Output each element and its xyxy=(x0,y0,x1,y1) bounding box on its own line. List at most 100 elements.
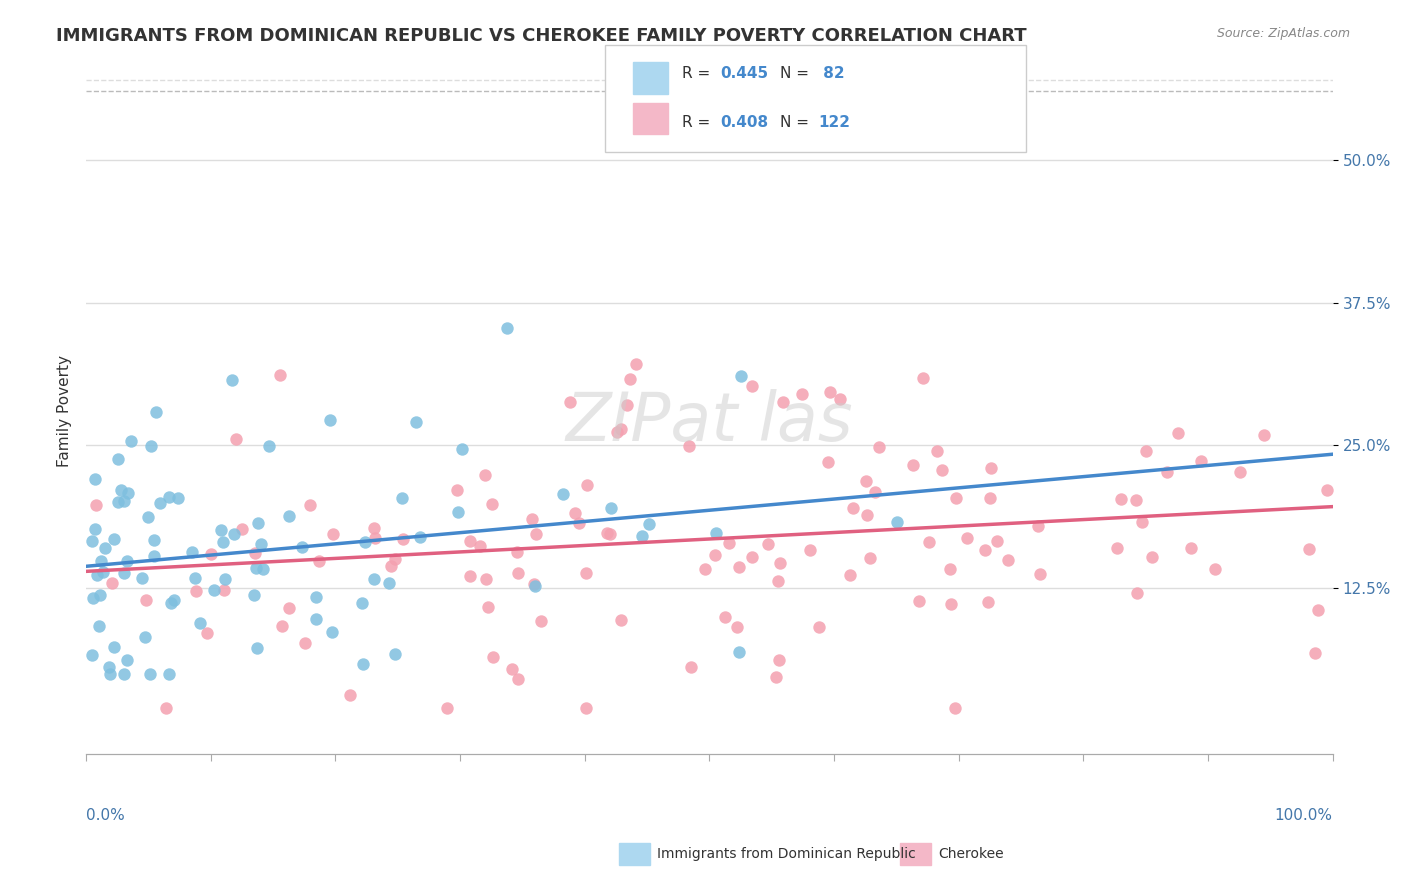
Point xyxy=(638,516,661,531)
Point xyxy=(84,499,107,513)
Point xyxy=(112,494,135,508)
Point xyxy=(508,566,530,580)
Point xyxy=(717,535,740,549)
Point xyxy=(82,648,104,662)
Point xyxy=(818,385,841,400)
Text: 0.0%: 0.0% xyxy=(86,808,125,823)
Point xyxy=(139,666,162,681)
Point xyxy=(392,532,415,546)
Point xyxy=(703,549,725,563)
Point xyxy=(482,649,505,664)
Point xyxy=(305,590,328,604)
Point xyxy=(405,416,427,430)
Point xyxy=(87,618,110,632)
Text: Cherokee: Cherokee xyxy=(938,847,1004,861)
Point xyxy=(115,653,138,667)
Point xyxy=(610,422,633,436)
Point xyxy=(772,395,794,409)
Point xyxy=(188,615,211,630)
Point xyxy=(475,572,498,586)
Point xyxy=(1298,541,1320,556)
Point xyxy=(117,486,139,500)
Text: IMMIGRANTS FROM DOMINICAN REPUBLIC VS CHEROKEE FAMILY POVERTY CORRELATION CHART: IMMIGRANTS FROM DOMINICAN REPUBLIC VS CH… xyxy=(56,27,1026,45)
Point xyxy=(839,568,862,582)
Point xyxy=(1308,603,1330,617)
Point xyxy=(977,595,1000,609)
Point xyxy=(792,386,814,401)
Point xyxy=(322,527,344,541)
Text: 0.408: 0.408 xyxy=(720,115,768,129)
Point xyxy=(868,440,890,454)
Point xyxy=(107,452,129,467)
Point xyxy=(142,549,165,564)
Point xyxy=(1253,428,1275,442)
Point xyxy=(1316,483,1339,498)
Point xyxy=(575,566,598,580)
Point xyxy=(139,439,162,453)
Point xyxy=(856,508,879,522)
Point xyxy=(202,583,225,598)
Point xyxy=(180,545,202,559)
Point xyxy=(103,640,125,654)
Point xyxy=(530,614,553,628)
Point xyxy=(184,583,207,598)
Point xyxy=(481,497,503,511)
Point xyxy=(741,550,763,565)
Point xyxy=(269,368,291,382)
Point xyxy=(363,573,385,587)
Point xyxy=(143,533,166,547)
Y-axis label: Family Poverty: Family Poverty xyxy=(58,355,72,467)
Point xyxy=(308,554,330,568)
Point xyxy=(378,575,401,590)
Point xyxy=(460,533,482,548)
Point xyxy=(1167,425,1189,440)
Point xyxy=(231,522,253,536)
Point xyxy=(294,636,316,650)
Point xyxy=(252,562,274,576)
Point xyxy=(243,588,266,602)
Text: N =: N = xyxy=(780,66,814,80)
Point xyxy=(117,554,139,568)
Point xyxy=(90,554,112,568)
Point xyxy=(1204,562,1226,576)
Point xyxy=(155,701,177,715)
Point xyxy=(103,533,125,547)
Point xyxy=(1180,541,1202,556)
Point xyxy=(631,529,654,543)
Point xyxy=(246,640,269,655)
Point xyxy=(943,701,966,715)
Point xyxy=(945,491,967,505)
Point xyxy=(1109,491,1132,506)
Point xyxy=(730,368,752,383)
Point xyxy=(380,559,402,574)
Point xyxy=(82,591,104,605)
Point xyxy=(391,491,413,506)
Point xyxy=(551,487,574,501)
Point xyxy=(214,573,236,587)
Point xyxy=(524,527,547,541)
Point xyxy=(222,527,245,541)
Point xyxy=(766,574,789,588)
Point xyxy=(1028,567,1050,582)
Point xyxy=(212,582,235,597)
Point xyxy=(728,560,751,574)
Point xyxy=(506,673,529,687)
Point xyxy=(1229,465,1251,479)
Point xyxy=(354,535,377,549)
Point xyxy=(291,540,314,554)
Point xyxy=(458,569,481,583)
Point xyxy=(1135,444,1157,458)
Point xyxy=(520,512,543,526)
Text: 122: 122 xyxy=(818,115,851,129)
Point xyxy=(576,478,599,492)
Text: 82: 82 xyxy=(818,66,845,80)
Point xyxy=(863,484,886,499)
Text: 100.0%: 100.0% xyxy=(1275,808,1333,823)
Point xyxy=(979,491,1001,505)
Point xyxy=(93,565,115,579)
Point xyxy=(319,413,342,427)
Point xyxy=(246,516,269,530)
Point xyxy=(997,552,1019,566)
Point xyxy=(163,592,186,607)
Point xyxy=(609,613,631,627)
